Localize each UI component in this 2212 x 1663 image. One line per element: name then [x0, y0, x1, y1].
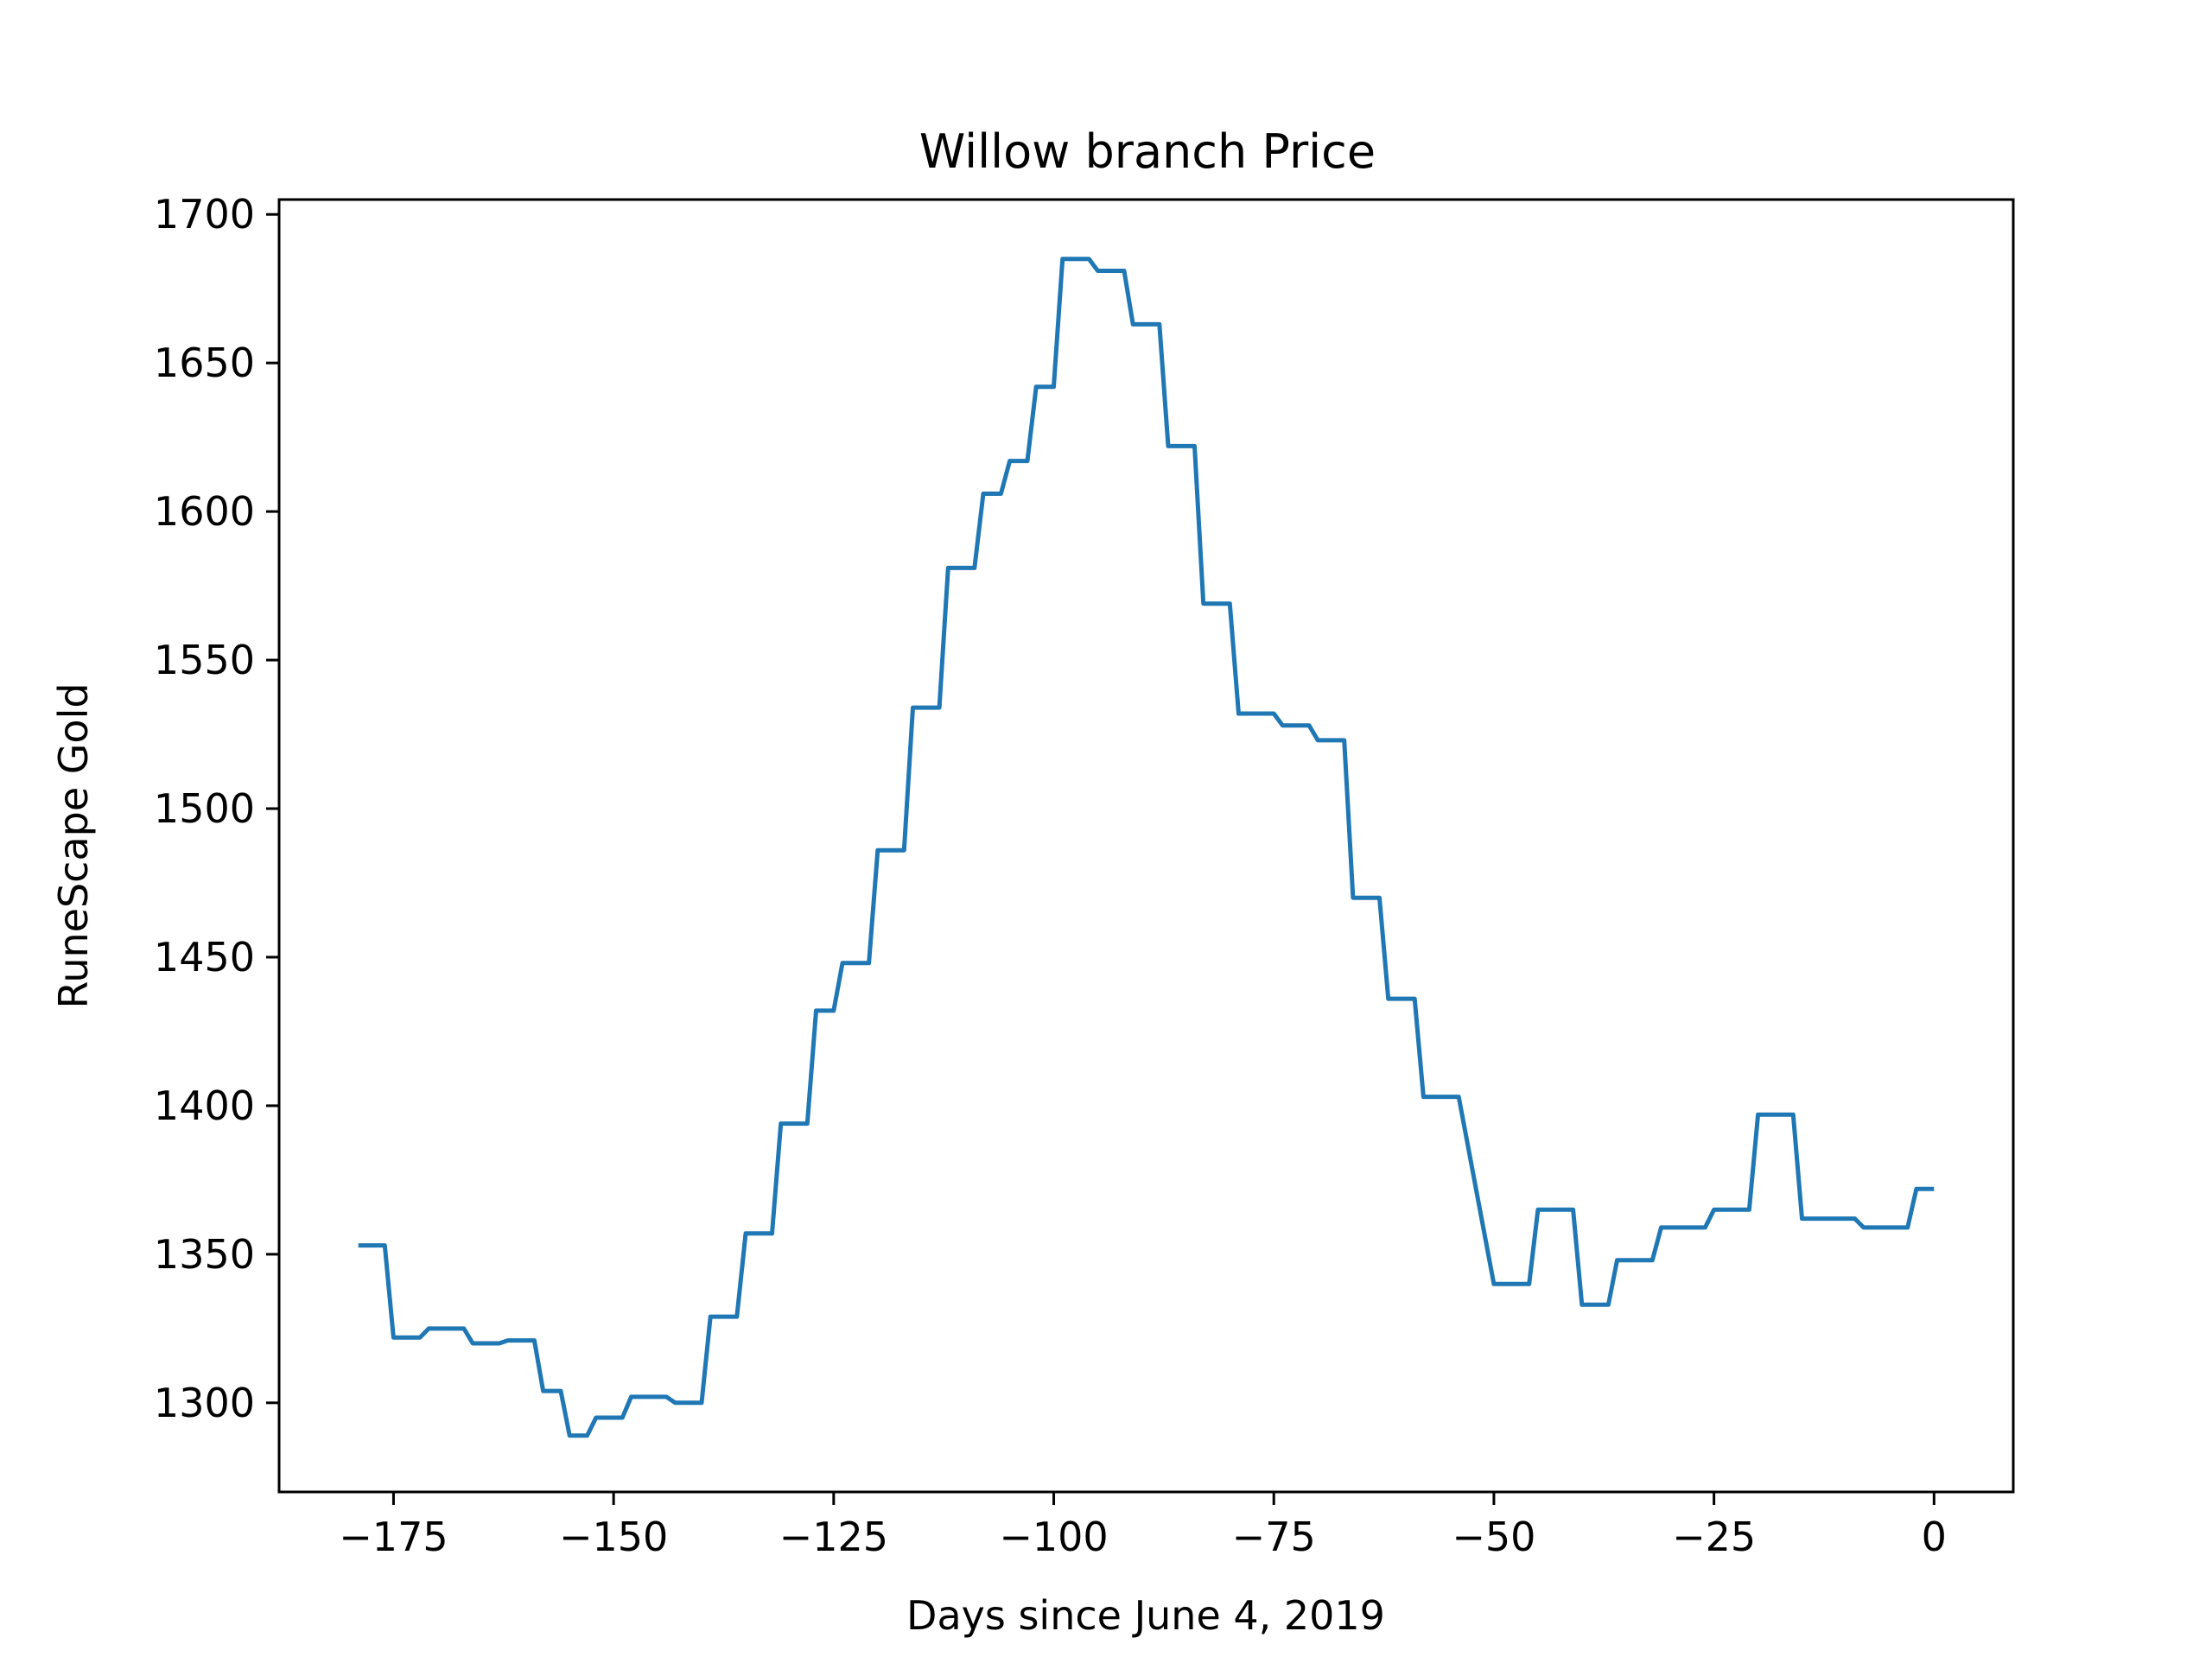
plot-frame [277, 198, 2015, 1494]
price-series-line [358, 257, 1935, 1438]
series-layer [358, 257, 1935, 1438]
x-tick-label: −50 [1452, 1514, 1535, 1560]
x-tick-label: −125 [779, 1514, 888, 1560]
y-tick-label: 1450 [154, 934, 255, 981]
x-tick-label: −25 [1672, 1514, 1756, 1560]
y-axis: 1300 1350 1400 1450 1500 1550 1600 1650 1700 [154, 191, 279, 1426]
x-axis: −175 −150 −125 −100 −75 −50 −25 0 [339, 1492, 1947, 1560]
x-tick-label: −175 [339, 1514, 448, 1560]
y-tick-label: 1700 [154, 191, 255, 238]
y-tick-label: 1300 [154, 1380, 255, 1426]
x-axis-label: Days since June 4, 2019 [906, 1592, 1385, 1639]
y-tick-label: 1500 [154, 785, 255, 832]
y-tick-label: 1550 [154, 637, 255, 683]
x-tick-label: −100 [999, 1514, 1108, 1560]
y-tick-label: 1350 [154, 1231, 255, 1278]
y-tick-label: 1600 [154, 488, 255, 535]
x-tick-label: −75 [1232, 1514, 1316, 1560]
x-tick-label: 0 [1922, 1514, 1947, 1560]
y-tick-label: 1400 [154, 1082, 255, 1129]
chart-title: Willow branch Price [919, 124, 1376, 179]
x-tick-label: −150 [559, 1514, 668, 1560]
y-tick-label: 1650 [154, 340, 255, 386]
y-axis-label: RuneScape Gold [50, 682, 97, 1008]
